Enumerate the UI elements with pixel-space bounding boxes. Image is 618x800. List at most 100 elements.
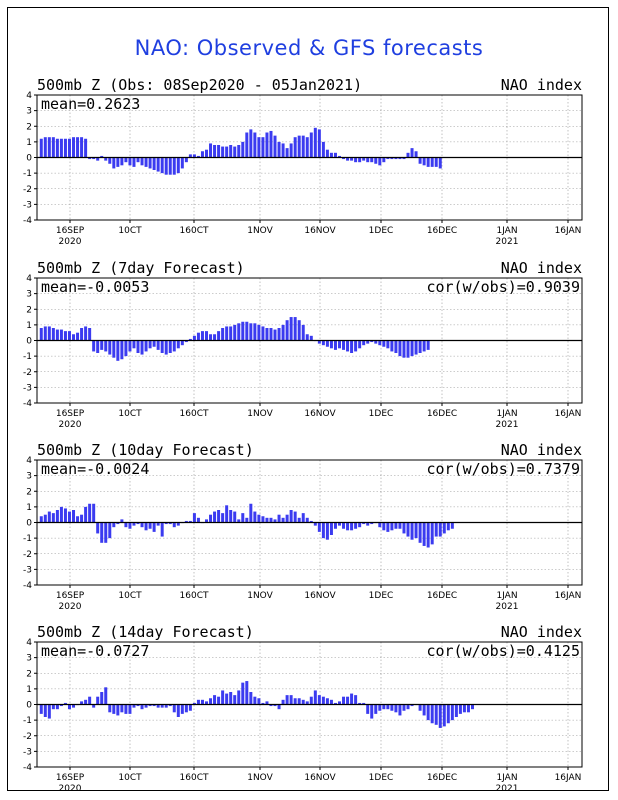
y-tick-label: 0 [26,337,32,347]
nao-bar [450,704,454,721]
nao-bar [188,338,192,341]
nao-bar [188,520,192,523]
x-tick-label: 16SEP [56,773,85,783]
nao-bar [144,157,148,167]
nao-bar [168,522,172,525]
figure-frame [7,7,609,791]
y-tick-label: 0 [26,701,32,711]
nao-bar [378,340,382,346]
nao-bar [249,323,253,341]
nao-bar [128,340,132,352]
y-tick-label: 1 [26,321,32,331]
mean-label: mean=-0.0727 [41,642,149,660]
nao-bar [148,157,152,169]
panel-title: 500mb Z (10day Forecast) [37,441,254,459]
y-tick-label: -1 [23,169,32,179]
nao-bar [43,137,47,158]
nao-bar [329,522,333,535]
nao-bar [47,137,51,158]
mean-label: mean=-0.0024 [41,460,149,478]
nao-bar [172,340,176,352]
nao-bar [116,704,120,716]
nao-bar [301,135,305,158]
nao-bar [358,157,362,163]
x-tick-label: 16NOV [304,591,336,601]
x-tick-label: 10CT [118,226,142,236]
nao-bar [265,132,269,158]
x-tick-label: 1NOV [247,226,273,236]
nao-bar [72,137,76,158]
x-tick-label: 1JAN [496,773,517,783]
nao-bar [430,157,434,167]
nao-bar [309,132,313,158]
nao-bar [47,326,51,341]
y-tick-label: -2 [23,550,32,560]
x-tick-label: 10CT [118,409,142,419]
nao-bar [205,519,208,523]
nao-bar [39,138,43,158]
nao-bar [422,157,426,166]
nao-bar [418,522,422,543]
nao-bar [358,340,362,349]
nao-bar [67,138,71,158]
nao-bar [418,157,422,164]
nao-bar [136,704,140,707]
nao-bar [168,704,172,707]
nao-bar [176,340,180,349]
y-tick-label: 1 [26,503,32,513]
nao-bar [338,155,341,158]
nao-bar [338,340,341,349]
nao-bar [120,519,124,523]
nao-bar [281,143,285,158]
nao-bar [382,704,386,710]
nao-bar [434,704,438,725]
nao-bar [148,522,152,529]
nao-bar [213,145,217,158]
nao-bar [398,340,402,357]
nao-bar [124,704,128,714]
y-tick-label: 1 [26,685,32,695]
nao-bar [386,157,390,160]
x-tick-label: 16SEP [56,226,85,236]
nao-bar [325,522,329,540]
x-tick-label: 1JAN [496,409,517,419]
x-tick-label: 16JAN [555,226,582,236]
nao-bar [297,698,301,705]
y-tick-label: -4 [23,581,32,591]
nao-bar [257,324,261,341]
nao-bar [124,157,128,163]
nao-bar [378,704,382,711]
nao-bar [350,693,354,705]
nao-bar [168,157,172,175]
nao-bar [390,704,394,711]
nao-bar [108,522,112,539]
y-tick-label: -4 [23,399,32,409]
nao-bar [237,323,241,341]
nao-bar [317,129,321,158]
nao-bar [51,328,55,341]
nao-bar [386,522,390,532]
nao-bar [241,141,245,158]
y-tick-label: 4 [26,91,32,101]
index-label: NAO index [501,441,582,459]
nao-bar [156,157,160,172]
nao-bar [370,157,374,163]
nao-bar [164,340,168,355]
cor-label: cor(w/obs)=0.7379 [426,460,580,478]
cor-label: cor(w/obs)=0.9039 [426,278,580,296]
y-tick-label: 0 [26,154,32,164]
nao-bar [176,704,180,717]
nao-bar [317,695,321,705]
nao-bar [180,704,184,714]
y-tick-label: -1 [23,352,32,362]
nao-bar [285,695,289,705]
y-tick-label: 2 [26,305,32,315]
nao-bar [434,157,438,167]
nao-bar [180,340,184,346]
nao-bar [313,127,317,158]
x-tick-label: 1NOV [247,773,273,783]
nao-bar [305,517,309,523]
y-tick-label: 4 [26,274,32,284]
nao-bar [253,323,257,341]
nao-bar [136,522,140,525]
